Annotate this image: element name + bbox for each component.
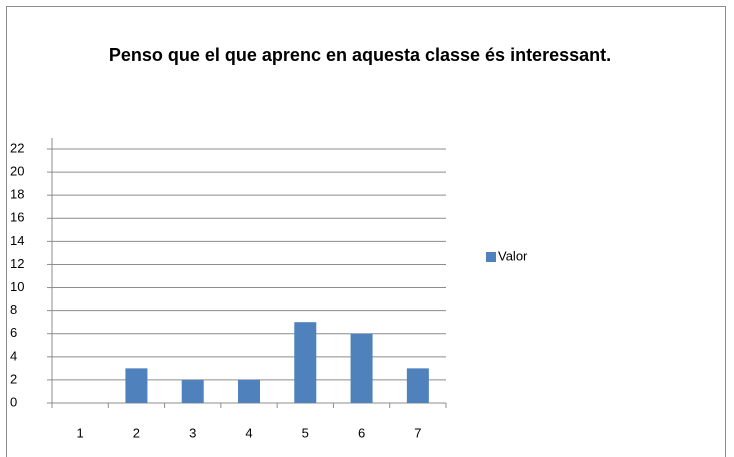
- y-tick-label: 12: [10, 256, 24, 271]
- y-tick-label: 14: [10, 233, 24, 248]
- bar: [238, 379, 260, 403]
- x-tick-label: 2: [133, 425, 140, 440]
- y-tick-label: 6: [10, 325, 17, 340]
- y-tick-label: 8: [10, 302, 17, 317]
- legend-label: Valor: [498, 248, 528, 263]
- chart-title: Penso que el que aprenc en aquesta class…: [108, 45, 612, 65]
- legend-swatch: [486, 252, 496, 262]
- y-tick-label: 2: [10, 371, 17, 386]
- y-tick-label: 4: [10, 348, 17, 363]
- x-tick-label: 6: [358, 425, 365, 440]
- bar: [294, 322, 317, 403]
- y-tick-label: 0: [10, 394, 17, 409]
- x-tick-label: 4: [245, 425, 252, 440]
- y-tick-label: 18: [10, 187, 24, 202]
- chart-frame: [6, 6, 726, 457]
- bar: [350, 333, 373, 403]
- x-tick-label: 3: [189, 425, 196, 440]
- y-tick-label: 20: [10, 164, 24, 179]
- bar: [125, 368, 148, 403]
- x-tick-label: 1: [77, 425, 84, 440]
- x-tick-label: 5: [302, 425, 309, 440]
- x-tick-label: 7: [414, 425, 421, 440]
- bar: [406, 368, 429, 403]
- bar: [181, 379, 204, 403]
- y-tick-label: 22: [10, 140, 24, 155]
- y-tick-label: 10: [10, 279, 24, 294]
- y-tick-label: 16: [10, 210, 24, 225]
